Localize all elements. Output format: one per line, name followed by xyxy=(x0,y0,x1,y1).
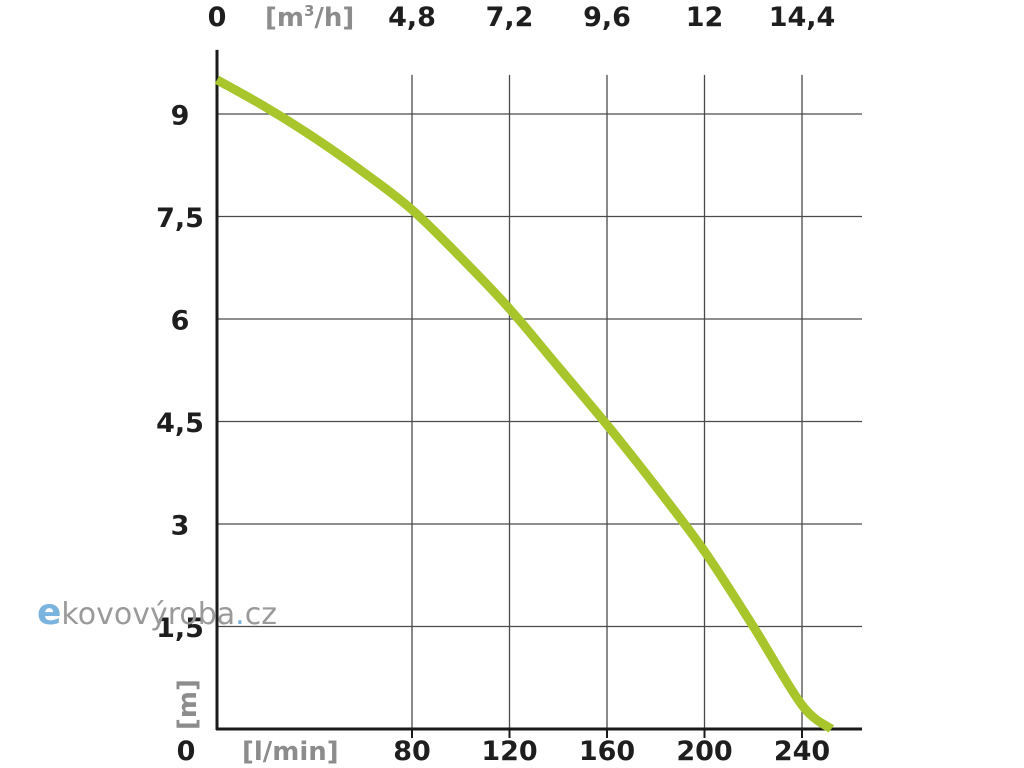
x-top-tick-label: 12 xyxy=(686,2,724,33)
x-bottom-tick-label: 200 xyxy=(676,736,732,767)
x-top-tick-label: 14,4 xyxy=(769,2,836,33)
y-unit-label: [m] xyxy=(173,679,203,730)
x-bottom-tick-label: 240 xyxy=(774,736,830,767)
x-top-origin-label: 0 xyxy=(208,2,227,33)
x-bottom-unit-label: [l/min] xyxy=(242,737,339,767)
y-tick-label: 9 xyxy=(171,101,190,132)
x-bottom-tick-label: 160 xyxy=(579,736,635,767)
x-top-tick-label: 9,6 xyxy=(583,2,631,33)
x-bottom-tick-label: 120 xyxy=(481,736,537,767)
watermark-logo: ekovovýroba.cz xyxy=(37,592,277,633)
chart-grid xyxy=(217,74,862,729)
y-tick-label: 4,5 xyxy=(156,408,204,439)
x-top-unit-label: [m3/h] xyxy=(265,2,354,33)
chart-series xyxy=(214,75,835,733)
x-top-tick-label: 4,8 xyxy=(388,2,436,33)
chart-axes xyxy=(215,49,862,738)
y-origin-label: 0 xyxy=(177,736,196,767)
y-tick-label: 6 xyxy=(171,306,190,337)
chart-labels: 1,5 3 4,5 6 7,5 9 0 80 120 160 200 240 0 4,8 7,2 9,6 12 1… xyxy=(156,2,835,767)
y-tick-label: 3 xyxy=(171,511,190,542)
y-tick-label: 1,5 xyxy=(156,613,204,644)
x-top-tick-label: 7,2 xyxy=(486,2,534,33)
y-tick-label: 7,5 xyxy=(156,203,204,234)
performance-curve xyxy=(214,75,835,733)
x-bottom-tick-label: 80 xyxy=(393,736,431,767)
